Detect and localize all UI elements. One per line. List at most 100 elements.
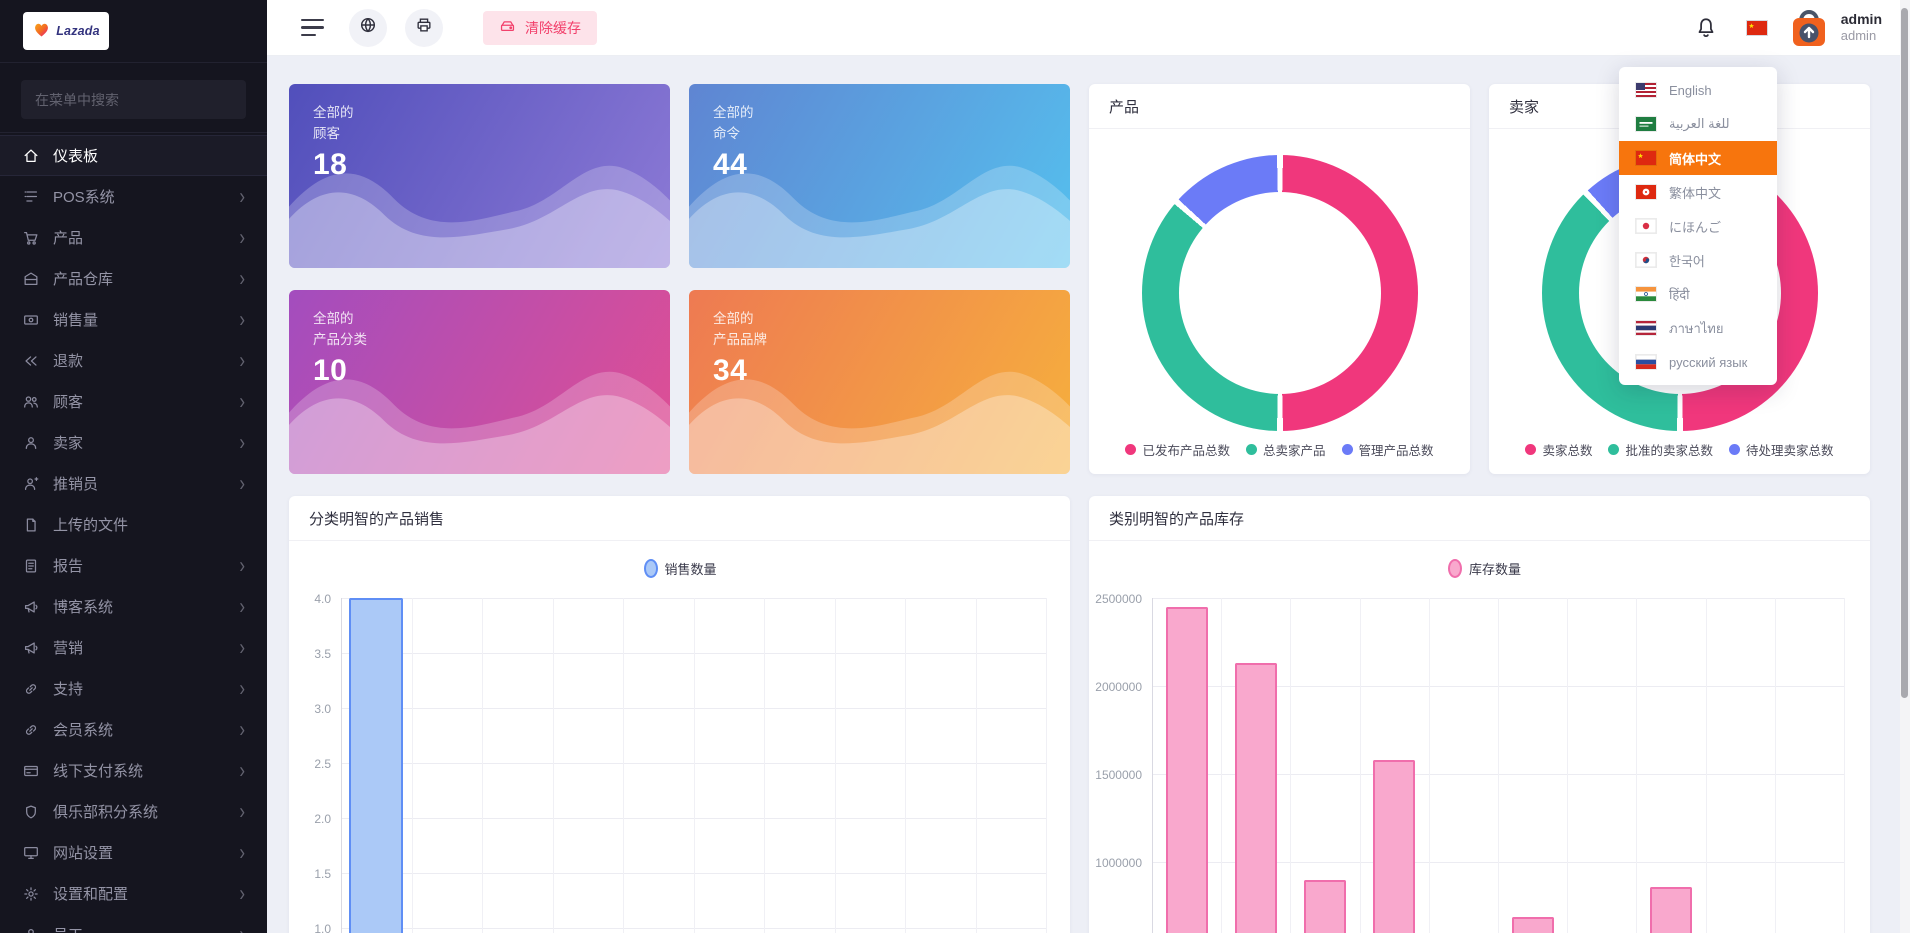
sidebar-item-link[interactable]: 支持 › bbox=[0, 668, 267, 709]
legend-dot-icon bbox=[1245, 444, 1257, 455]
sidebar-item-refund[interactable]: 退款 › bbox=[0, 340, 267, 381]
bar-1[interactable] bbox=[1165, 606, 1208, 933]
language-option-hk[interactable]: 繁体中文 bbox=[1619, 175, 1777, 209]
menu-toggle-button[interactable] bbox=[301, 18, 325, 37]
language-option-sa[interactable]: للغة العربية bbox=[1619, 107, 1777, 141]
link-icon bbox=[22, 721, 40, 739]
stat-label: 全部的 bbox=[713, 311, 754, 326]
page-scrollbar[interactable] bbox=[1900, 0, 1910, 933]
gridline bbox=[764, 598, 765, 933]
bar-6[interactable] bbox=[1511, 916, 1554, 933]
legend-dot-icon bbox=[1125, 444, 1137, 455]
stat-card-orders[interactable]: 全部的 命令 44 bbox=[689, 84, 1070, 268]
language-option-jp[interactable]: にほんご bbox=[1619, 209, 1777, 243]
gridline bbox=[1844, 598, 1845, 933]
card-title: 分类明智的产品销售 bbox=[289, 496, 1070, 541]
chevron-right-icon: › bbox=[239, 389, 245, 414]
stat-card-customers[interactable]: 全部的 顾客 18 bbox=[289, 84, 670, 268]
sidebar-item-link[interactable]: 会员系统 › bbox=[0, 709, 267, 750]
legend-label: 已发布产品总数 bbox=[1142, 444, 1230, 458]
user-name: admin bbox=[1840, 10, 1882, 27]
sidebar-item-pos[interactable]: POS系统 › bbox=[0, 176, 267, 217]
legend-label: 卖家总数 bbox=[1542, 444, 1593, 458]
chevron-right-icon: › bbox=[239, 758, 245, 783]
legend-item[interactable]: 待处理卖家总数 bbox=[1729, 440, 1834, 459]
sidebar-item-customers[interactable]: 顾客 › bbox=[0, 381, 267, 422]
stat-value: 44 bbox=[713, 147, 748, 181]
current-language-flag-icon[interactable] bbox=[1746, 20, 1767, 35]
chevron-right-icon: › bbox=[239, 471, 245, 496]
sidebar-item-label: 销售量 bbox=[53, 312, 99, 329]
sidebar-item-label: 员工 bbox=[53, 924, 239, 933]
sidebar: Lazada 仪表板 › POS系统 › 产品 › 产品仓库 › 销售量 › 退… bbox=[0, 0, 267, 933]
language-option-cn[interactable]: 简体中文 bbox=[1619, 141, 1777, 175]
legend-item[interactable]: 管理产品总数 bbox=[1341, 440, 1434, 459]
gridline bbox=[1359, 598, 1361, 933]
sidebar-item-megaphone[interactable]: 博客系统 › bbox=[0, 586, 267, 627]
sidebar-item-label: POS系统 bbox=[53, 189, 115, 206]
sales-legend[interactable]: 销售数量 bbox=[643, 559, 717, 578]
sidebar-item-person[interactable]: 员工 › bbox=[0, 914, 267, 933]
sidebar-item-label: 产品仓库 bbox=[53, 271, 114, 288]
sidebar-item-gear[interactable]: 设置和配置 › bbox=[0, 873, 267, 914]
wave-decoration bbox=[689, 165, 1070, 268]
language-label: हिंदी bbox=[1669, 287, 1690, 302]
sidebar-item-salesman[interactable]: 推销员 › bbox=[0, 463, 267, 504]
lazada-logo[interactable]: Lazada bbox=[23, 12, 109, 50]
stock-legend[interactable]: 库存数量 bbox=[1448, 559, 1521, 578]
legend-item[interactable]: 已发布产品总数 bbox=[1125, 440, 1230, 459]
bar-3[interactable] bbox=[1304, 879, 1346, 933]
legend-dot-icon bbox=[1525, 444, 1537, 455]
legend-item[interactable]: 卖家总数 bbox=[1525, 440, 1592, 459]
sidebar-item-report[interactable]: 报告 › bbox=[0, 545, 267, 586]
bar-4[interactable] bbox=[1373, 759, 1416, 933]
y-axis-tick: 2.5 bbox=[314, 757, 331, 771]
gridline bbox=[693, 598, 695, 933]
gridline bbox=[1567, 598, 1569, 933]
legend-label: 总卖家产品 bbox=[1262, 444, 1326, 458]
bar-1[interactable] bbox=[349, 598, 404, 933]
wave-decoration bbox=[289, 165, 670, 268]
logo-area: Lazada bbox=[0, 0, 267, 63]
user-block[interactable]: admin admin bbox=[1841, 11, 1882, 45]
legend-item[interactable]: 批准的卖家总数 bbox=[1608, 440, 1713, 459]
sidebar-item-monitor[interactable]: 网站设置 › bbox=[0, 832, 267, 873]
jp-flag-icon bbox=[1636, 219, 1656, 233]
language-option-us[interactable]: English bbox=[1619, 73, 1777, 107]
sidebar-item-cart[interactable]: 产品 › bbox=[0, 217, 267, 258]
in-flag-icon bbox=[1636, 287, 1656, 301]
stat-value: 18 bbox=[313, 147, 348, 181]
sidebar-item-label: 会员系统 bbox=[53, 722, 114, 739]
language-option-ru[interactable]: русский язык bbox=[1619, 345, 1777, 379]
clear-cache-button[interactable]: 清除缓存 bbox=[483, 10, 597, 45]
stat-card-brands[interactable]: 全部的 产品品牌 34 bbox=[689, 290, 1070, 474]
sidebar-item-warehouse[interactable]: 产品仓库 › bbox=[0, 258, 267, 299]
bar-2[interactable] bbox=[1234, 663, 1277, 933]
sidebar-item-label: 设置和配置 bbox=[53, 886, 129, 903]
print-button[interactable] bbox=[405, 8, 443, 47]
scrollbar-thumb[interactable] bbox=[1901, 8, 1908, 698]
stat-card-categories[interactable]: 全部的 产品分类 10 bbox=[289, 290, 670, 474]
sidebar-item-home[interactable]: 仪表板 › bbox=[0, 135, 267, 176]
notifications-button[interactable] bbox=[1695, 16, 1717, 40]
sidebar-item-file[interactable]: 上传的文件 › bbox=[0, 504, 267, 545]
legend-item[interactable]: 总卖家产品 bbox=[1245, 440, 1326, 459]
avatar[interactable] bbox=[1789, 5, 1829, 51]
sidebar-search-area bbox=[0, 63, 267, 133]
sidebar-item-sales[interactable]: 销售量 › bbox=[0, 299, 267, 340]
sidebar-item-seller[interactable]: 卖家 › bbox=[0, 422, 267, 463]
language-label: русский язык bbox=[1669, 354, 1748, 370]
products-donut-chart[interactable] bbox=[1141, 155, 1418, 431]
sidebar-item-megaphone[interactable]: 营销 › bbox=[0, 627, 267, 668]
globe-icon bbox=[359, 16, 377, 39]
language-button[interactable] bbox=[349, 8, 387, 47]
sidebar-item-card[interactable]: 线下支付系统 › bbox=[0, 750, 267, 791]
language-option-in[interactable]: हिंदी bbox=[1619, 277, 1777, 311]
sidebar-item-badge[interactable]: 俱乐部积分系统 › bbox=[0, 791, 267, 832]
language-option-th[interactable]: ภาษาไทย bbox=[1619, 311, 1777, 345]
menu-search-input[interactable] bbox=[21, 80, 246, 119]
language-option-kr[interactable]: 한국어 bbox=[1619, 243, 1777, 277]
language-dropdown: English للغة العربية 简体中文 繁体中文 にほんご 한국어 … bbox=[1619, 67, 1777, 385]
monitor-icon bbox=[22, 844, 40, 862]
bar-8[interactable] bbox=[1650, 886, 1692, 933]
